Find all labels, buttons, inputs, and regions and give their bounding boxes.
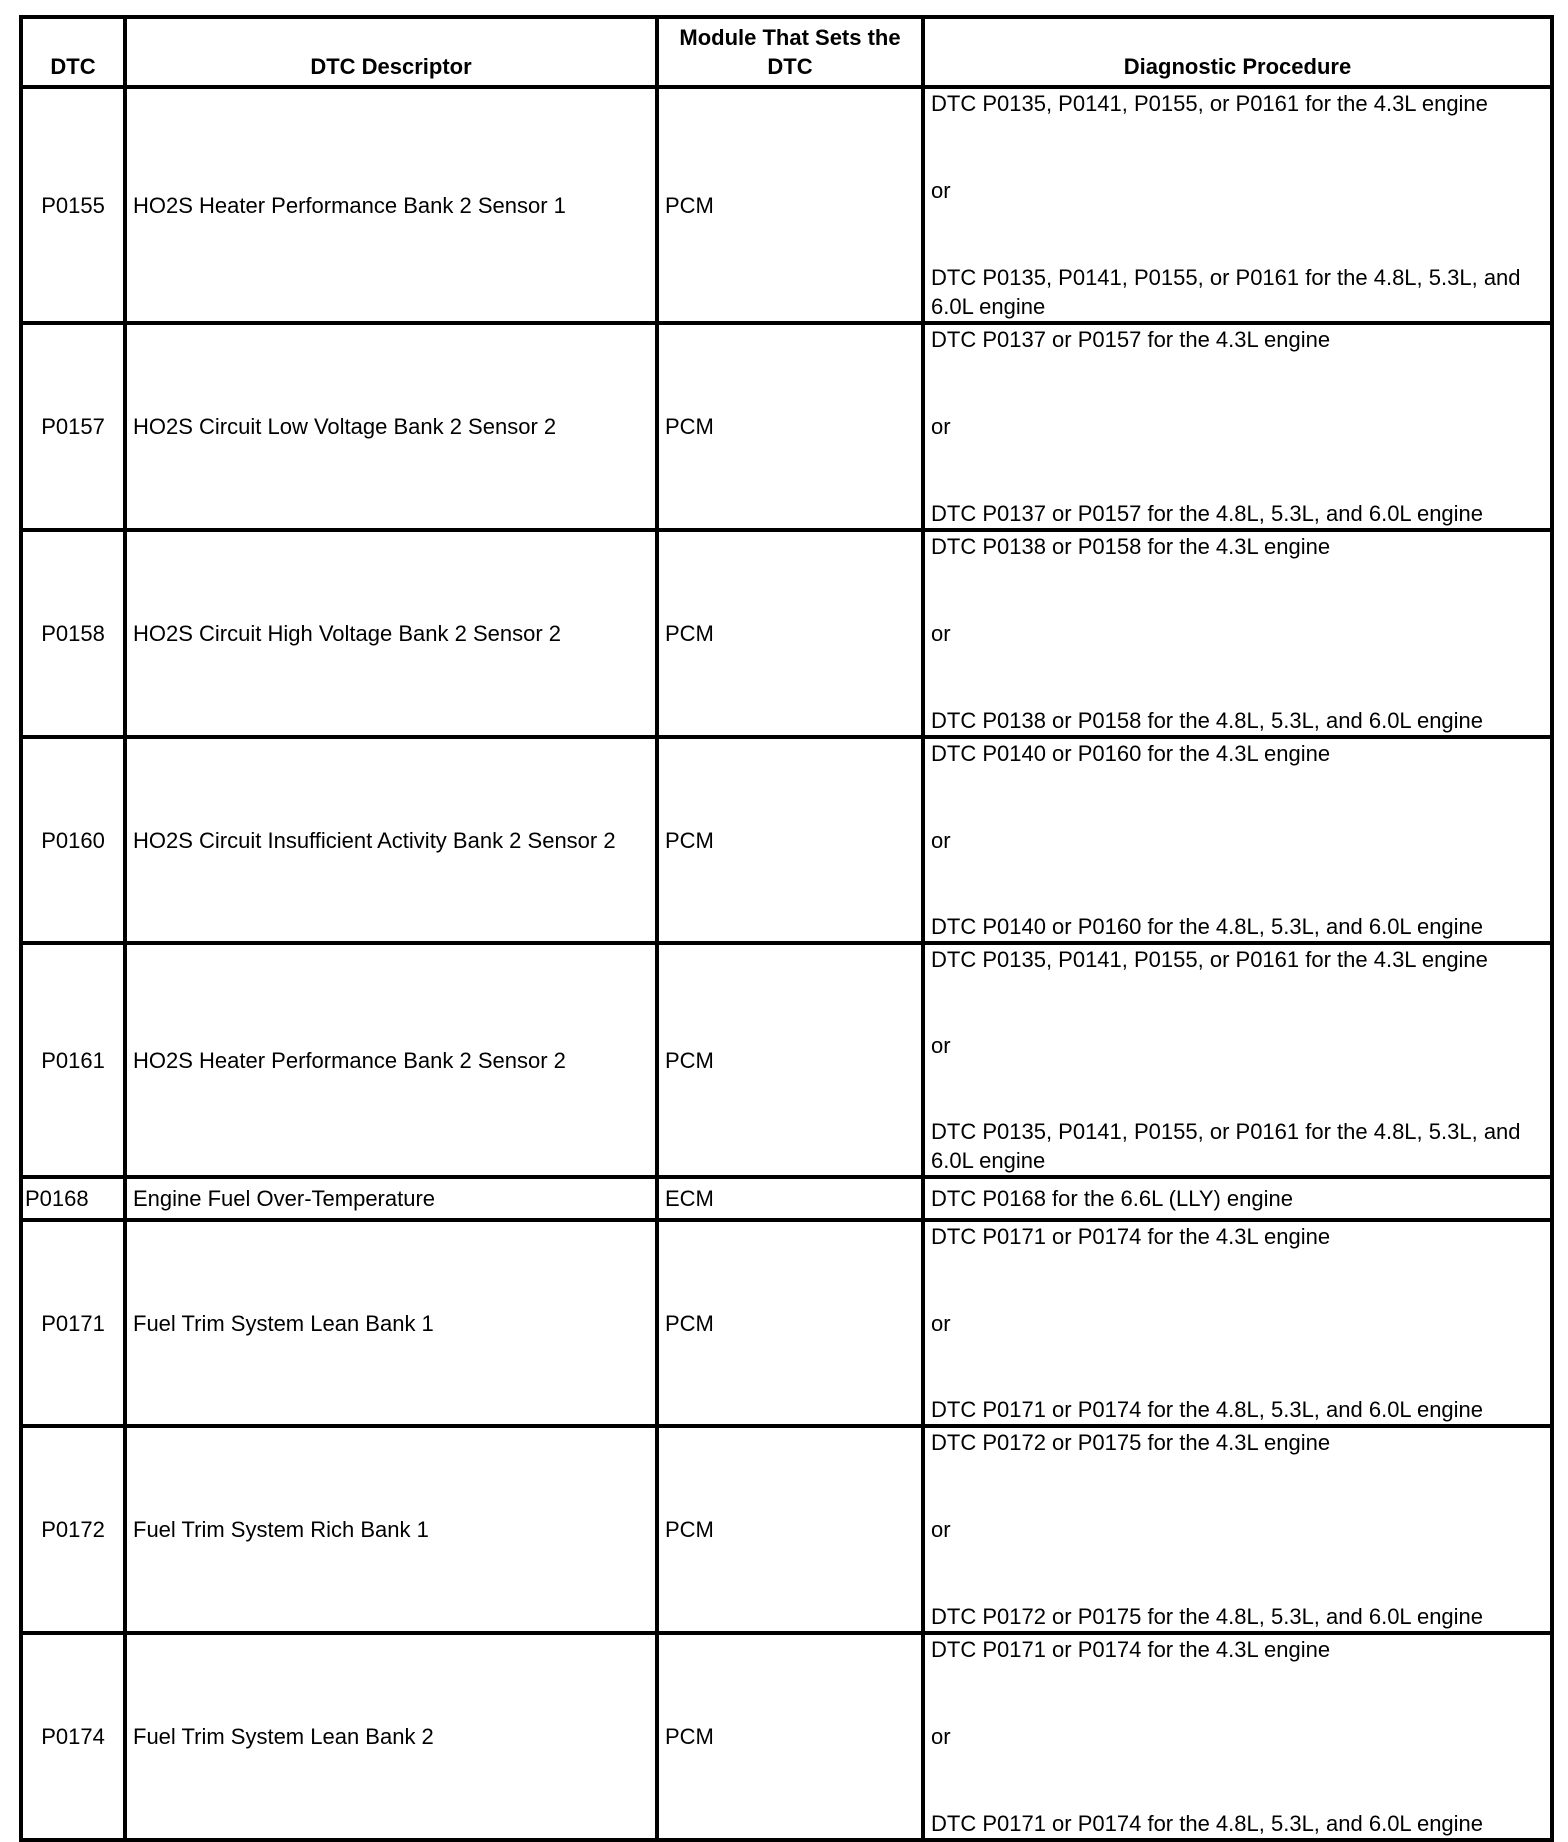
header-module: Module That Sets the DTC bbox=[655, 15, 925, 89]
dtc-code: P0157 bbox=[19, 321, 127, 532]
procedure-line: or bbox=[931, 414, 951, 439]
table-row: P0174 Fuel Trim System Lean Bank 2 PCM DT… bbox=[19, 1631, 1554, 1842]
dtc-module: ECM bbox=[655, 1175, 925, 1222]
dtc-code: P0171 bbox=[19, 1218, 127, 1428]
dtc-module: PCM bbox=[655, 528, 925, 739]
dtc-descriptor: Fuel Trim System Lean Bank 2 bbox=[123, 1631, 659, 1842]
table-row: P0160 HO2S Circuit Insufficient Activity… bbox=[19, 735, 1554, 945]
table-row: P0172 Fuel Trim System Rich Bank 1 PCM DT… bbox=[19, 1424, 1554, 1635]
procedure-line: DTC P0137 or P0157 for the 4.8L, 5.3L, a… bbox=[931, 501, 1484, 526]
dtc-descriptor: HO2S Heater Performance Bank 2 Sensor 2 bbox=[123, 941, 659, 1179]
dtc-code: P0160 bbox=[19, 735, 127, 945]
dtc-descriptor: Fuel Trim System Rich Bank 1 bbox=[123, 1424, 659, 1635]
procedure-line: or bbox=[931, 1724, 951, 1749]
table-row: P0161 HO2S Heater Performance Bank 2 Sen… bbox=[19, 941, 1554, 1179]
dtc-code: P0172 bbox=[19, 1424, 127, 1635]
procedure-line: DTC P0135, P0141, P0155, or P0161 for th… bbox=[931, 1119, 1521, 1173]
procedure-line: DTC P0135, P0141, P0155, or P0161 for th… bbox=[931, 947, 1488, 972]
procedure-line: DTC P0137 or P0157 for the 4.3L engine bbox=[931, 327, 1331, 352]
dtc-code: P0158 bbox=[19, 528, 127, 739]
dtc-descriptor: HO2S Circuit High Voltage Bank 2 Sensor … bbox=[123, 528, 659, 739]
table-row: P0168 Engine Fuel Over-Temperature ECM DT… bbox=[19, 1175, 1554, 1222]
dtc-descriptor: HO2S Circuit Low Voltage Bank 2 Sensor 2 bbox=[123, 321, 659, 532]
procedure-line: DTC P0171 or P0174 for the 4.3L engine bbox=[931, 1637, 1331, 1662]
procedure-line: or bbox=[931, 827, 951, 853]
diagnostic-procedure: DTC P0168 for the 6.6L (LLY) engine bbox=[921, 1175, 1554, 1222]
table-row: P0155 HO2S Heater Performance Bank 2 Sen… bbox=[19, 85, 1554, 325]
dtc-descriptor: HO2S Heater Performance Bank 2 Sensor 1 bbox=[123, 85, 659, 325]
dtc-module: PCM bbox=[655, 735, 925, 945]
header-row: DTC DTC Descriptor Module That Sets the … bbox=[19, 15, 1554, 89]
procedure-line: DTC P0171 or P0174 for the 4.8L, 5.3L, a… bbox=[931, 1811, 1484, 1836]
procedure-line: DTC P0138 or P0158 for the 4.8L, 5.3L, a… bbox=[931, 708, 1484, 733]
dtc-module: PCM bbox=[655, 1424, 925, 1635]
diagnostic-procedure: DTC P0135, P0141, P0155, or P0161 for th… bbox=[921, 85, 1554, 325]
diagnostic-procedure: DTC P0172 or P0175 for the 4.3L engine or… bbox=[921, 1424, 1554, 1635]
procedure-line: DTC P0172 or P0175 for the 4.3L engine bbox=[931, 1430, 1331, 1455]
header-descriptor: DTC Descriptor bbox=[123, 15, 659, 89]
diagnostic-procedure: DTC P0140 or P0160 for the 4.3L engine or… bbox=[921, 735, 1554, 945]
diagnostic-procedure: DTC P0171 or P0174 for the 4.3L engine or… bbox=[921, 1218, 1554, 1428]
diagnostic-procedure: DTC P0138 or P0158 for the 4.3L engine or… bbox=[921, 528, 1554, 739]
dtc-code: P0174 bbox=[19, 1631, 127, 1842]
dtc-module: PCM bbox=[655, 85, 925, 325]
dtc-module: PCM bbox=[655, 1631, 925, 1842]
dtc-code: P0155 bbox=[19, 85, 127, 325]
dtc-descriptor: HO2S Circuit Insufficient Activity Bank … bbox=[123, 735, 659, 945]
procedure-line: DTC P0172 or P0175 for the 4.8L, 5.3L, a… bbox=[931, 1604, 1484, 1629]
header-dtc: DTC bbox=[19, 15, 127, 89]
table-row: P0171 Fuel Trim System Lean Bank 1 PCM DT… bbox=[19, 1218, 1554, 1428]
dtc-module: PCM bbox=[655, 941, 925, 1179]
dtc-table: DTC DTC Descriptor Module That Sets the … bbox=[19, 15, 1554, 1842]
procedure-line: DTC P0135, P0141, P0155, or P0161 for th… bbox=[931, 91, 1488, 116]
dtc-code: P0168 bbox=[19, 1175, 127, 1222]
procedure-line: or bbox=[931, 621, 951, 646]
procedure-line: DTC P0140 or P0160 for the 4.3L engine bbox=[931, 741, 1331, 766]
dtc-descriptor: Engine Fuel Over-Temperature bbox=[123, 1175, 659, 1222]
dtc-module: PCM bbox=[655, 1218, 925, 1428]
procedure-line: or bbox=[931, 1517, 951, 1542]
procedure-line: or bbox=[931, 1310, 951, 1336]
dtc-descriptor: Fuel Trim System Lean Bank 1 bbox=[123, 1218, 659, 1428]
header-procedure: Diagnostic Procedure bbox=[921, 15, 1554, 89]
procedure-line: or bbox=[931, 1033, 951, 1058]
procedure-line: DTC P0135, P0141, P0155, or P0161 for th… bbox=[931, 265, 1521, 319]
table-row: P0158 HO2S Circuit High Voltage Bank 2 S… bbox=[19, 528, 1554, 739]
dtc-module: PCM bbox=[655, 321, 925, 532]
procedure-line: DTC P0171 or P0174 for the 4.8L, 5.3L, a… bbox=[931, 1397, 1484, 1422]
procedure-line: DTC P0171 or P0174 for the 4.3L engine bbox=[931, 1224, 1331, 1249]
procedure-line: or bbox=[931, 178, 951, 203]
diagnostic-procedure: DTC P0135, P0141, P0155, or P0161 for th… bbox=[921, 941, 1554, 1179]
procedure-line: DTC P0140 or P0160 for the 4.8L, 5.3L, a… bbox=[931, 914, 1484, 939]
dtc-code: P0161 bbox=[19, 941, 127, 1179]
diagnostic-procedure: DTC P0137 or P0157 for the 4.3L engine or… bbox=[921, 321, 1554, 532]
diagnostic-procedure: DTC P0171 or P0174 for the 4.3L engine or… bbox=[921, 1631, 1554, 1842]
table-row: P0157 HO2S Circuit Low Voltage Bank 2 Se… bbox=[19, 321, 1554, 532]
procedure-line: DTC P0138 or P0158 for the 4.3L engine bbox=[931, 534, 1331, 559]
